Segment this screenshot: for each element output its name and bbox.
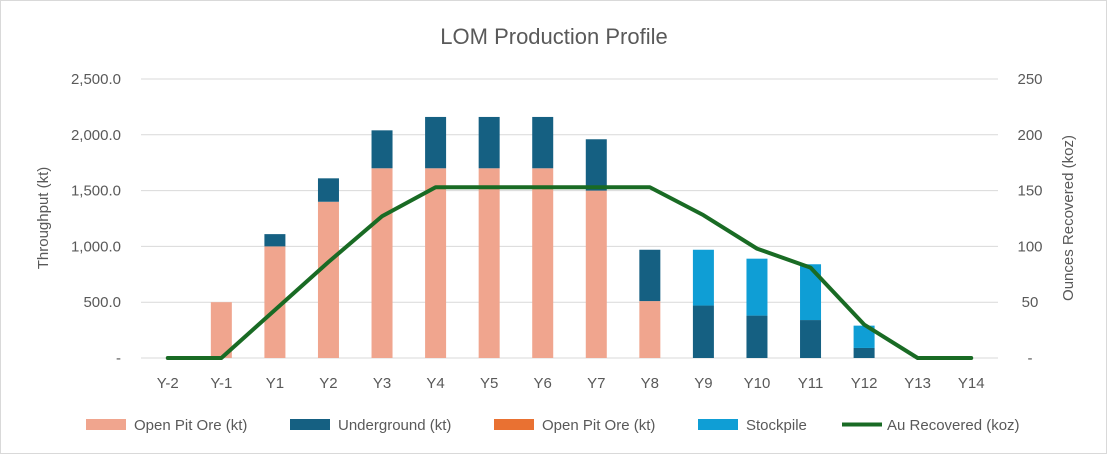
x-tick-label: Y-2 [157, 375, 179, 392]
legend-label: Au Recovered (koz) [887, 417, 1020, 434]
bar-segment [639, 249, 661, 302]
bar-segment [692, 249, 714, 306]
x-tick-label: Y10 [744, 375, 771, 392]
bars-layer [210, 116, 875, 358]
bar-segment [478, 116, 500, 169]
bar-segment [371, 168, 393, 358]
y-left-tick-label: 1,000.0 [71, 238, 121, 255]
chart-title: LOM Production Profile [440, 24, 667, 49]
bar-segment [210, 302, 232, 358]
y-left-tick-label: 2,500.0 [71, 71, 121, 88]
bar-segment [800, 264, 822, 321]
bar-segment [585, 190, 607, 358]
x-tick-label: Y1 [266, 375, 284, 392]
x-tick-label: Y2 [319, 375, 337, 392]
legend-label: Open Pit Ore (kt) [542, 417, 655, 434]
y-left-axis-label: Throughput (kt) [35, 167, 52, 270]
x-tick-label: Y9 [694, 375, 712, 392]
bar-segment [478, 168, 500, 358]
x-tick-label: Y7 [587, 375, 605, 392]
bar-segment [800, 320, 822, 358]
bar-segment [853, 347, 875, 358]
x-tick-label: Y8 [641, 375, 659, 392]
legend-swatch [494, 419, 534, 430]
bar-segment [746, 258, 768, 316]
legend-swatch [290, 419, 330, 430]
bar-segment [853, 325, 875, 348]
bar-segment [532, 168, 554, 358]
axis-labels-layer: - 500.0 1,000.0 1,500.0 2,000.0 2,500.0 - 50 100… [71, 71, 1043, 392]
bar-segment [585, 139, 607, 191]
x-tick-label: Y11 [798, 375, 824, 392]
bar-segment [425, 116, 447, 169]
y-left-tick-label: 1,500.0 [71, 183, 121, 200]
x-tick-label: Y3 [373, 375, 391, 392]
lines-layer [165, 185, 974, 360]
y-right-tick-label: 200 [1017, 127, 1042, 144]
bar-segment [532, 116, 554, 169]
bar-segment [264, 234, 286, 247]
bar-segment [746, 315, 768, 358]
x-tick-label: Y12 [851, 375, 878, 392]
legend-swatch [698, 419, 738, 430]
legend-label: Underground (kt) [338, 417, 451, 434]
x-tick-label: Y-1 [210, 375, 232, 392]
y-right-tick-label: 150 [1017, 183, 1042, 200]
bar-segment [371, 130, 393, 169]
legend: Open Pit Ore (kt) Underground (kt) Open Pi… [86, 417, 1020, 434]
bar-segment [425, 168, 447, 358]
y-left-tick-label: - [116, 350, 121, 367]
bar-segment [264, 246, 286, 358]
y-right-tick-label: 250 [1017, 71, 1042, 88]
y-left-tick-label: 2,000.0 [71, 127, 121, 144]
x-tick-label: Y5 [480, 375, 498, 392]
bar-segment [317, 201, 339, 358]
bar-segment [692, 305, 714, 358]
y-right-axis-label: Ounces Recovered (koz) [1060, 135, 1077, 301]
x-tick-label: Y13 [904, 375, 931, 392]
y-right-tick-label: 100 [1017, 238, 1042, 255]
y-right-tick-label: - [1028, 350, 1033, 367]
y-left-tick-label: 500.0 [83, 294, 121, 311]
legend-label: Stockpile [746, 417, 807, 434]
x-tick-label: Y14 [958, 375, 985, 392]
y-right-tick-label: 50 [1022, 294, 1039, 311]
bar-segment [639, 301, 661, 358]
legend-swatch [86, 419, 126, 430]
legend-label: Open Pit Ore (kt) [134, 417, 247, 434]
bar-segment [317, 178, 339, 202]
series-line [165, 185, 974, 360]
x-tick-label: Y6 [534, 375, 552, 392]
x-tick-label: Y4 [426, 375, 444, 392]
